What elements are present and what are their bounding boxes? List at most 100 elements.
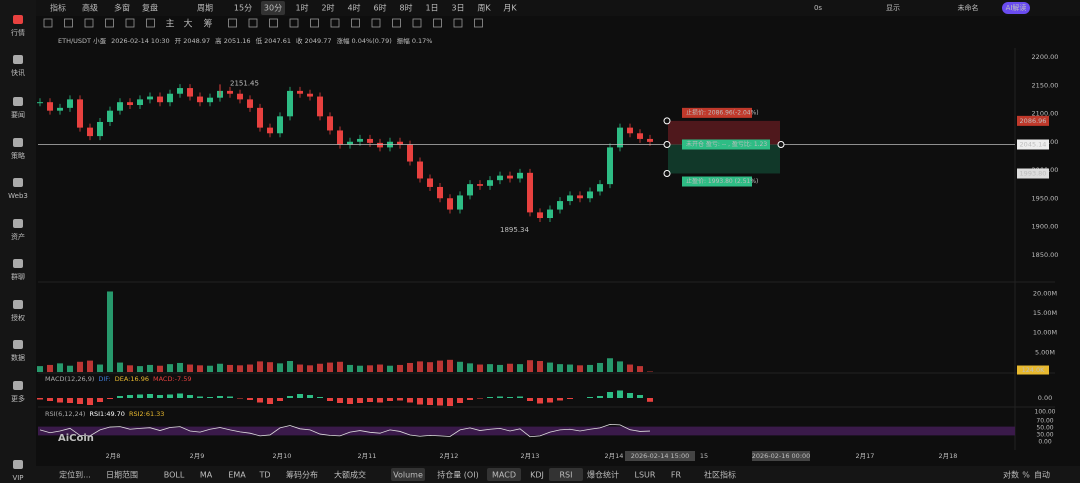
sidebar-label[interactable]: 要闻 — [11, 110, 25, 119]
period-button[interactable]: 周K — [477, 4, 491, 13]
volume-bar — [77, 361, 83, 372]
draw-tool[interactable] — [43, 18, 53, 28]
volume-bar — [187, 364, 193, 372]
volume-bar — [567, 364, 573, 372]
sidebar-icon[interactable] — [13, 460, 23, 469]
draw-tool[interactable] — [310, 18, 319, 28]
sidebar-icon[interactable] — [13, 381, 23, 390]
indicator-button[interactable]: 筹码分布 — [286, 470, 318, 480]
toolbar-right-item[interactable]: AI解读 — [1006, 3, 1027, 12]
info-field: 涨幅 0.04%(0.79) — [336, 36, 391, 45]
sidebar-label[interactable]: 群聊 — [11, 272, 25, 281]
handle[interactable] — [663, 117, 671, 125]
draw-tool[interactable] — [289, 18, 299, 28]
sidebar-icon[interactable] — [13, 300, 23, 309]
indicator-button[interactable]: BOLL — [164, 471, 185, 480]
bottom-right-item[interactable]: 自动 — [1034, 470, 1050, 480]
indicator-button[interactable]: 爆仓统计 — [587, 470, 619, 480]
candle — [447, 198, 453, 210]
draw-tool[interactable] — [228, 18, 237, 28]
sidebar-label[interactable]: 资产 — [11, 232, 25, 241]
toolbar-item[interactable]: 复盘 — [142, 3, 158, 13]
sidebar-icon[interactable] — [13, 259, 23, 268]
sidebar-label[interactable]: 数据 — [11, 353, 25, 362]
draw-tool[interactable] — [351, 18, 360, 28]
sidebar-label[interactable]: 快讯 — [11, 68, 25, 77]
period-button[interactable]: 30分 — [264, 4, 282, 13]
draw-tool[interactable] — [433, 18, 442, 28]
draw-toolbar-label[interactable]: 主 — [165, 18, 174, 30]
period-button[interactable]: 4时 — [347, 3, 360, 13]
bottom-right-item[interactable]: 对数 — [1003, 470, 1019, 480]
period-button[interactable]: 8时 — [399, 3, 412, 13]
indicator-button[interactable]: 社区指标 — [704, 470, 736, 480]
period-button[interactable]: 2时 — [321, 3, 334, 13]
toolbar-right-item[interactable]: 0s — [814, 4, 822, 12]
draw-toolbar-label[interactable]: 筹 — [203, 18, 212, 30]
candle — [437, 186, 443, 199]
volume-bar — [547, 362, 553, 372]
draw-tool[interactable] — [125, 18, 135, 28]
indicator-button[interactable]: EMA — [228, 471, 246, 480]
period-button[interactable]: 6时 — [373, 3, 386, 13]
sidebar-icon[interactable] — [13, 138, 23, 147]
indicator-button[interactable]: RSI — [560, 471, 573, 480]
sidebar-icon[interactable] — [13, 97, 23, 106]
draw-tool[interactable] — [105, 18, 114, 28]
sidebar-label[interactable]: Web3 — [8, 192, 28, 200]
indicator-button[interactable]: TD — [258, 471, 270, 480]
draw-tool[interactable] — [330, 18, 340, 28]
sidebar-icon[interactable] — [13, 178, 23, 187]
period-button[interactable]: 月K — [503, 4, 517, 13]
toolbar-item[interactable]: 指标 — [50, 3, 66, 13]
indicator-button[interactable]: LSUR — [635, 471, 656, 480]
toolbar-item[interactable]: 高级 — [82, 3, 98, 13]
draw-tool[interactable] — [453, 18, 463, 28]
handle[interactable] — [663, 140, 671, 148]
draw-tool[interactable] — [412, 18, 422, 28]
bottom-left-item[interactable]: 日期范围 — [106, 470, 138, 480]
period-button[interactable]: 1时 — [295, 3, 308, 13]
draw-tool[interactable] — [269, 18, 278, 28]
sidebar-icon[interactable] — [13, 55, 23, 64]
draw-toolbar-label[interactable]: 大 — [183, 18, 192, 30]
bottom-left-item[interactable]: 定位到... — [59, 470, 91, 480]
period-button[interactable]: 15分 — [234, 4, 252, 13]
sidebar-icon[interactable] — [13, 219, 23, 228]
draw-tool[interactable] — [474, 18, 483, 28]
indicator-button[interactable]: FR — [671, 471, 682, 480]
indicator-button[interactable]: KDJ — [530, 471, 544, 480]
volume-tick-label: 15.00M — [1033, 309, 1057, 317]
draw-tool[interactable] — [146, 18, 155, 28]
toolbar-item[interactable]: 多窗 — [114, 3, 130, 13]
indicator-active — [391, 468, 425, 481]
period-button[interactable]: 3日 — [451, 4, 464, 13]
draw-tool[interactable] — [84, 18, 94, 28]
indicator-button[interactable]: 持仓量 (OI) — [437, 470, 478, 480]
volume-bar — [237, 365, 243, 372]
indicator-button[interactable]: MA — [200, 471, 213, 480]
toolbar-right-item[interactable]: 显示 — [886, 4, 900, 12]
sidebar-label[interactable]: 更多 — [11, 394, 25, 403]
sidebar-label[interactable]: VIP — [12, 474, 23, 482]
handle[interactable] — [777, 140, 785, 148]
sidebar-icon[interactable] — [13, 15, 23, 24]
indicator-button[interactable]: MACD — [492, 471, 516, 480]
draw-tool[interactable] — [64, 18, 73, 28]
draw-tool[interactable] — [248, 18, 258, 28]
draw-tool[interactable] — [371, 18, 381, 28]
sidebar-label[interactable]: 策略 — [11, 151, 25, 160]
bottom-right-item[interactable]: % — [1022, 471, 1030, 480]
sidebar-label[interactable]: 行情 — [11, 28, 25, 37]
handle[interactable] — [663, 170, 671, 178]
sidebar-label[interactable]: 授权 — [11, 313, 25, 322]
period-button[interactable]: 1日 — [425, 4, 438, 13]
macd-zero-label: 0.00 — [1038, 394, 1052, 402]
draw-tool[interactable] — [392, 18, 401, 28]
volume-bar — [317, 363, 323, 372]
indicator-button[interactable]: Volume — [393, 471, 423, 480]
toolbar-item[interactable]: 周期 — [197, 4, 213, 13]
sidebar-icon[interactable] — [13, 340, 23, 349]
indicator-button[interactable]: 大额成交 — [334, 470, 366, 480]
toolbar-right-item[interactable]: 未命名 — [958, 3, 979, 12]
